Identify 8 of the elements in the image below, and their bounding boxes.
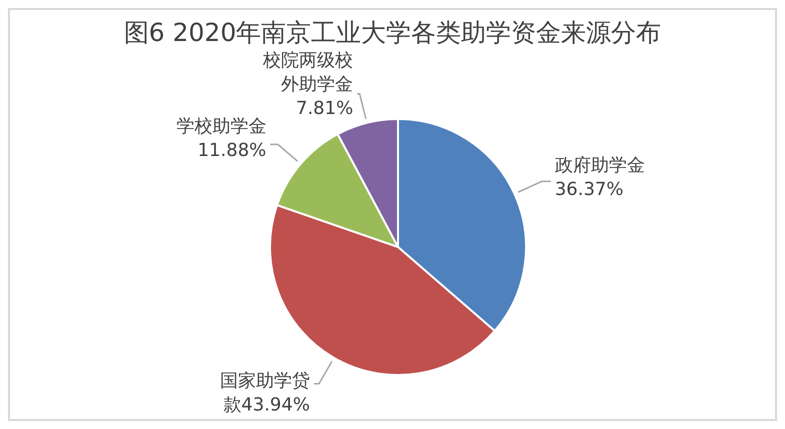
chart-title: 图6 2020年南京工业大学各类助学资金来源分布 bbox=[122, 17, 662, 49]
slice-label: 政府助学金 bbox=[554, 154, 645, 176]
data-label: 36.37% bbox=[554, 178, 624, 200]
slice-label: 国家助学贷款43.94% bbox=[220, 370, 310, 415]
slice-label: 学校助学金 bbox=[176, 115, 266, 136]
data-label: 7.81% bbox=[296, 98, 354, 119]
slice-label: 校院两级校外助学金 bbox=[262, 50, 354, 95]
data-label: 11.88% bbox=[198, 139, 266, 160]
